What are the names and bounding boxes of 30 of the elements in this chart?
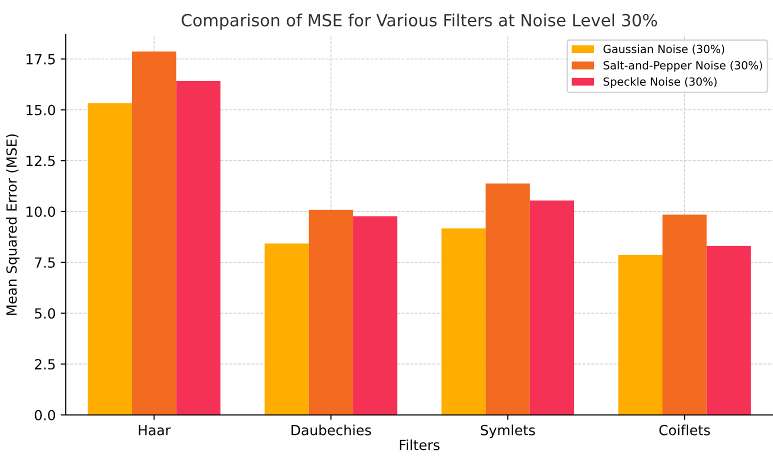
bar bbox=[88, 103, 132, 415]
bar bbox=[353, 216, 398, 415]
x-tick-label: Haar bbox=[138, 425, 171, 436]
bar bbox=[486, 183, 530, 415]
bar bbox=[662, 214, 707, 415]
y-tick-label: 17.5 bbox=[26, 54, 55, 64]
bar bbox=[264, 243, 309, 415]
chart-title: Comparison of MSE for Various Filters at Noise Level 30% bbox=[182, 14, 658, 30]
y-axis-title: Mean Squared Error (MSE) bbox=[6, 134, 20, 315]
x-tick-label: Daubechies bbox=[292, 424, 371, 436]
legend-label: Salt-and-Pepper Noise (30%) bbox=[604, 60, 762, 72]
y-tick-label: 7.5 bbox=[35, 258, 55, 268]
bar bbox=[530, 200, 574, 415]
y-tick-label: 15.0 bbox=[26, 104, 56, 116]
x-axis-title: Filters bbox=[400, 439, 440, 450]
bar bbox=[132, 51, 176, 415]
y-tick-label: 2.5 bbox=[34, 359, 55, 370]
y-tick-label: 12.5 bbox=[26, 156, 55, 166]
bar bbox=[441, 228, 486, 415]
y-tick-label: 10.0 bbox=[26, 206, 56, 217]
x-tick-label: Coiflets bbox=[659, 424, 710, 436]
legend-label: Gaussian Noise (30%) bbox=[604, 44, 724, 54]
bar bbox=[308, 210, 354, 415]
x-tick-label: Symlets bbox=[480, 424, 535, 438]
y-tick-label: 5.0 bbox=[34, 308, 56, 319]
y-tick-label: 0.0 bbox=[34, 410, 56, 420]
bar bbox=[176, 80, 220, 415]
bar bbox=[706, 246, 751, 415]
bar bbox=[618, 254, 662, 415]
legend-label: Speckle Noise (30%) bbox=[604, 77, 717, 88]
